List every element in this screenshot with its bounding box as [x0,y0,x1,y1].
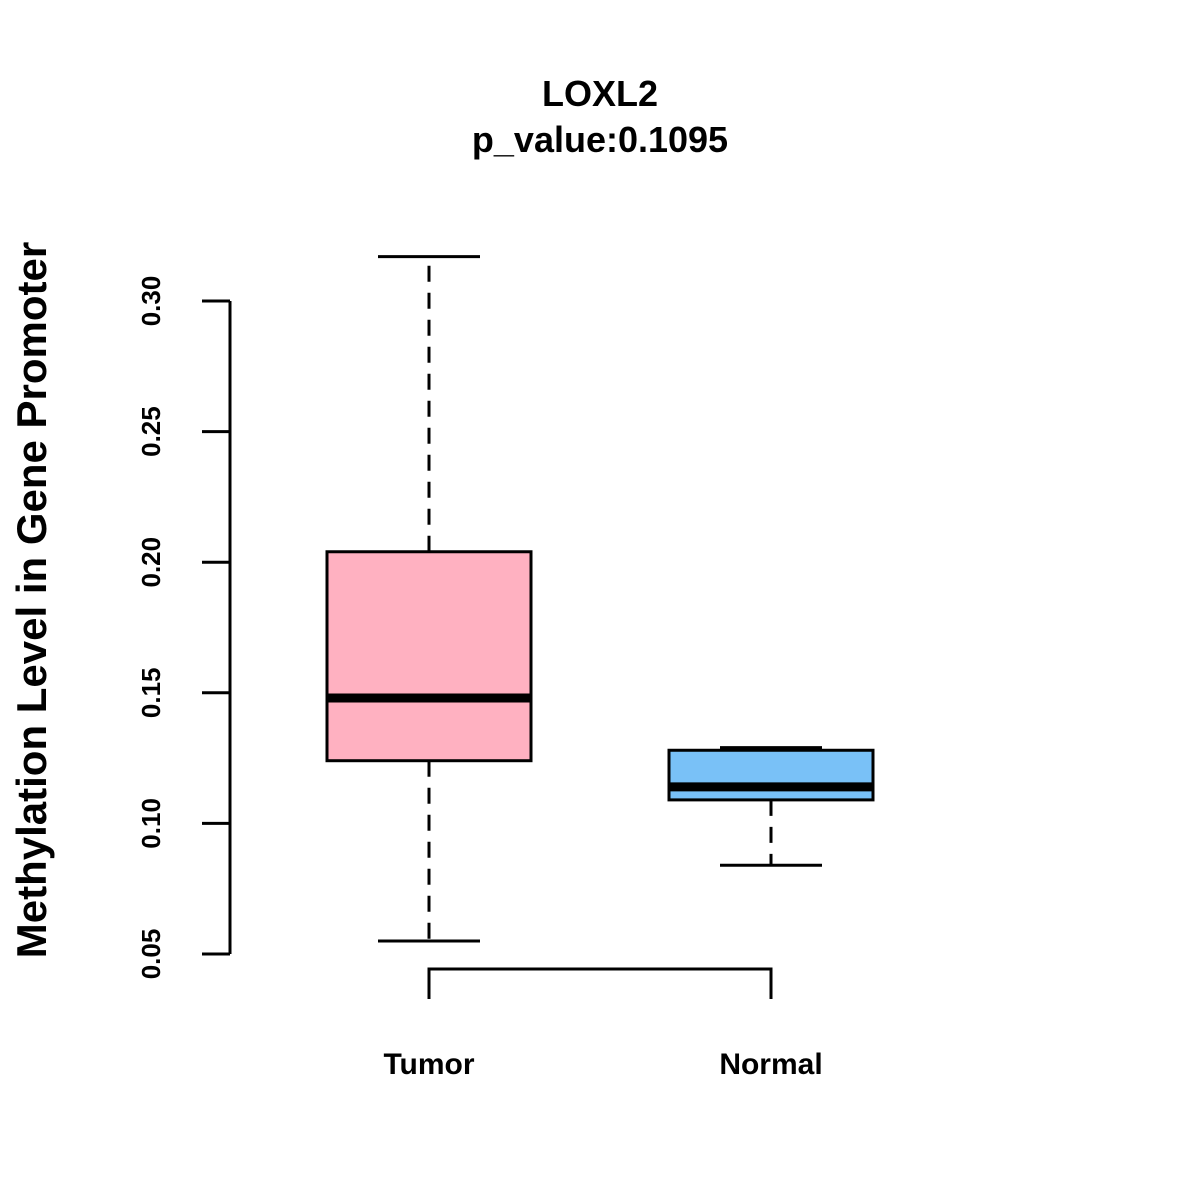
y-tick-label-5: 0.30 [136,276,166,327]
comparison-bracket [427,967,773,999]
comparison-bracket-line [427,967,773,999]
y-axis-label: Methylation Level in Gene Promoter [8,242,55,958]
chart-subtitle: p_value:0.1095 [472,119,728,160]
x-label-normal: Normal [719,1048,822,1081]
box-normal [667,746,875,867]
y-tick-label-1: 0.10 [136,798,166,849]
x-label-tumor: Tumor [383,1048,474,1081]
chart-title: LOXL2 [542,73,658,114]
y-tick-label-4: 0.25 [136,406,166,457]
x-axis-labels: Tumor Normal [383,1048,822,1081]
box-group [325,255,875,943]
y-tick-label-3: 0.20 [136,537,166,588]
box-tumor [325,255,533,943]
iqr-box-normal [667,748,875,802]
y-tick-label-2: 0.15 [136,667,166,718]
iqr-box-tumor [325,550,533,763]
y-tick-label-0: 0.05 [136,929,166,980]
y-axis: 0.05 0.10 0.15 0.20 0.25 0.30 [136,276,232,980]
